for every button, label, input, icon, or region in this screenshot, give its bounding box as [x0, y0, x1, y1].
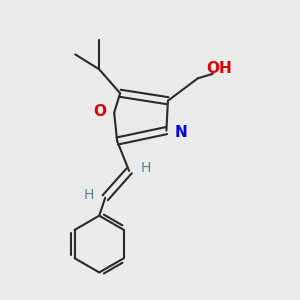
- Text: H: H: [140, 161, 151, 175]
- Text: N: N: [174, 124, 187, 140]
- Text: O: O: [93, 104, 106, 119]
- Text: H: H: [84, 188, 94, 202]
- Text: OH: OH: [207, 61, 232, 76]
